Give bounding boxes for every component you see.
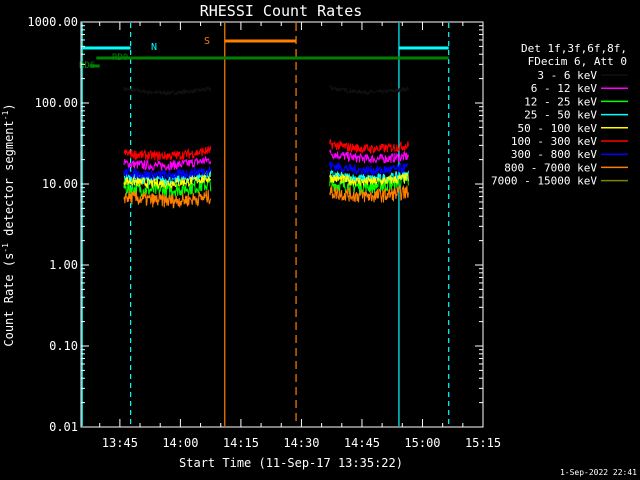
- legend-header-line1: Det 1f,3f,6f,8f,: [521, 42, 627, 55]
- x-tick-label: 14:30: [283, 436, 319, 450]
- y-axis-label-part3: ): [2, 103, 16, 110]
- series-line: [329, 171, 409, 188]
- y-tick-label: 0.01: [49, 420, 78, 434]
- series-line: [123, 86, 212, 97]
- legend-entry-label: 12 - 25 keV: [524, 95, 597, 108]
- series-line: [329, 161, 409, 177]
- x-tick-label: 14:45: [344, 436, 380, 450]
- x-tick-label: 15:00: [404, 436, 440, 450]
- series-line: [123, 172, 212, 190]
- y-tick-label: 0.10: [49, 339, 78, 353]
- series-line: [123, 165, 212, 181]
- series-line: [123, 145, 212, 163]
- legend: Det 1f,3f,6f,8f, FDecim 6, Att 0 3 - 6 k…: [491, 42, 628, 188]
- y-axis-label-sup1: -1: [1, 243, 10, 253]
- series-line: [123, 177, 212, 198]
- x-tick-label: 14:15: [223, 436, 259, 450]
- legend-entry-label: 100 - 300 keV: [511, 135, 597, 148]
- y-tick-label: 10.00: [42, 177, 78, 191]
- y-axis: 0.01 0.10 1.00 10.00 100.00 1000.00: [27, 15, 483, 434]
- x-tick-label: 14:00: [162, 436, 198, 450]
- legend-entry-label: 3 - 6 keV: [537, 69, 597, 82]
- series-line: [123, 189, 212, 209]
- legend-entry-label: 6 - 12 keV: [531, 82, 598, 95]
- y-axis-label: Count Rate (s-1 detector segment-1): [1, 103, 16, 346]
- x-axis-label: Start Time (11-Sep-17 13:35:22): [179, 456, 403, 470]
- rd6-label: RD6: [79, 61, 95, 71]
- y-axis-label-sup2: -1: [1, 110, 10, 120]
- series-line: [329, 149, 409, 164]
- legend-entry-label: 300 - 800 keV: [511, 148, 597, 161]
- legend-entry-label: 800 - 7000 keV: [504, 161, 597, 174]
- chart-title: RHESSI Count Rates: [200, 2, 363, 20]
- saa-label: S: [204, 36, 210, 47]
- legend-entry-label: 7000 - 15000 keV: [491, 175, 597, 188]
- series-line: [329, 84, 409, 95]
- footer-timestamp: 1-Sep-2022 22:41: [560, 468, 637, 477]
- series-line: [123, 156, 212, 172]
- night-label: N: [151, 42, 157, 53]
- y-tick-label: 100.00: [35, 96, 78, 110]
- x-axis: 13:45 14:00 14:15 14:30 14:45 15:00 15:15: [99, 22, 501, 450]
- legend-header-line2: FDecim 6, Att 0: [528, 55, 627, 68]
- legend-entry-label: 50 - 100 keV: [518, 122, 598, 135]
- legend-entry-label: 25 - 50 keV: [524, 109, 597, 122]
- x-tick-label: 13:45: [102, 436, 138, 450]
- rd0-label: RD0: [112, 53, 128, 63]
- y-tick-label: 1.00: [49, 258, 78, 272]
- series-line: [329, 185, 409, 204]
- y-axis-label-part1: Count Rate (s: [2, 253, 16, 347]
- series-layer: [123, 84, 409, 209]
- series-line: [329, 138, 409, 155]
- y-tick-label: 1000.00: [27, 15, 78, 29]
- y-axis-label-part2: detector segment: [2, 120, 16, 243]
- x-tick-label: 15:15: [465, 436, 501, 450]
- plot-frame: [80, 21, 484, 428]
